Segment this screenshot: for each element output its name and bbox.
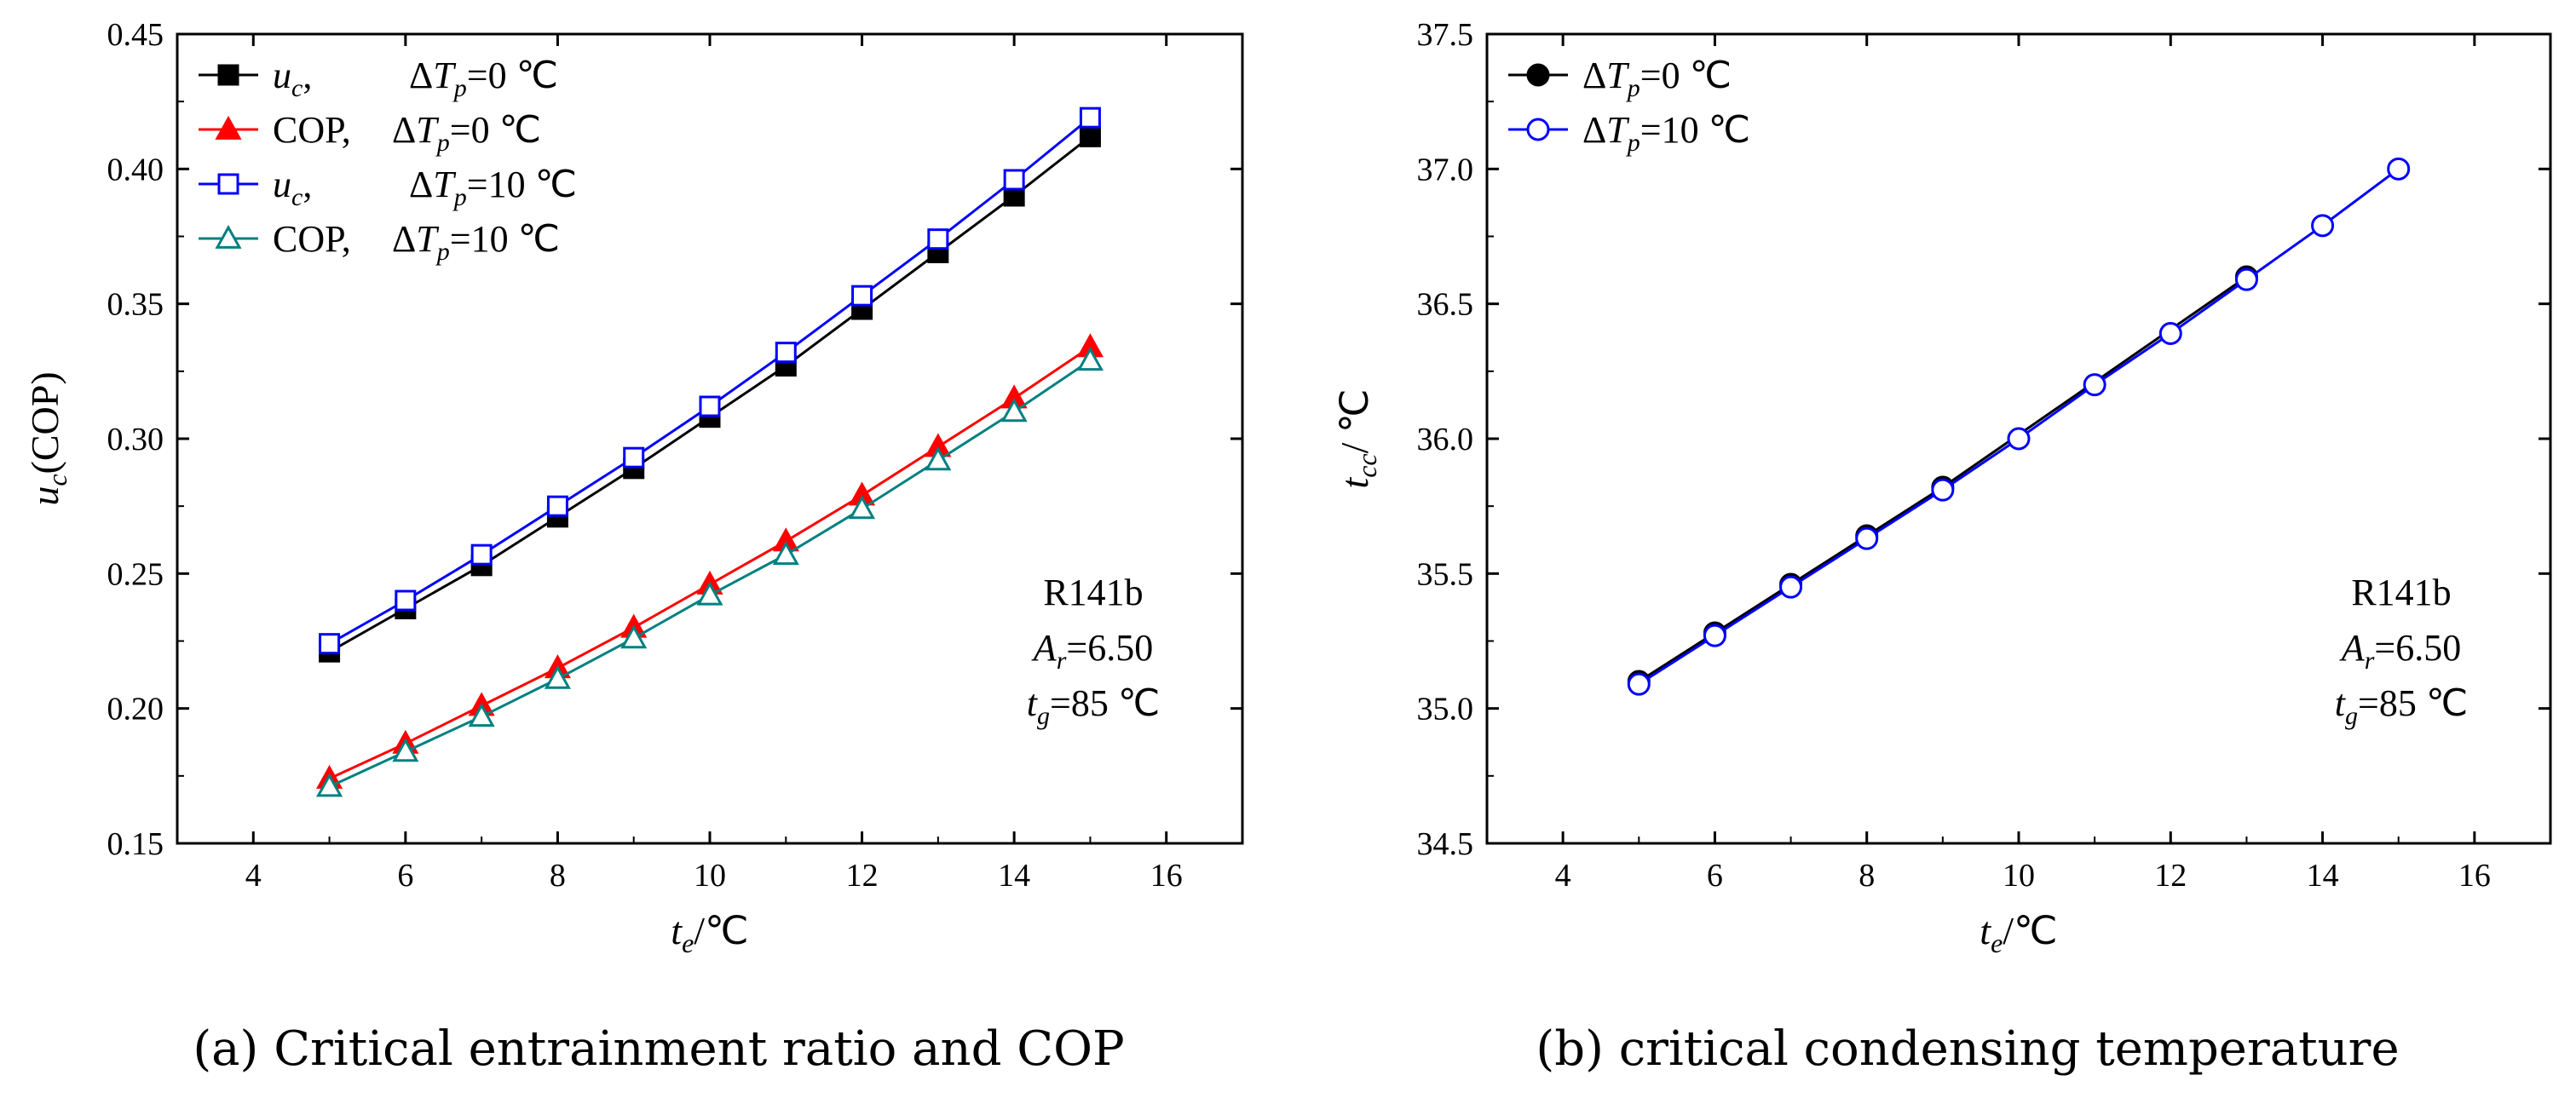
x-tick-label: 12	[846, 858, 879, 894]
data-point-series-3	[392, 738, 419, 762]
x-tick-label: 8	[1859, 858, 1875, 894]
x-tick-label: 4	[1555, 858, 1571, 894]
y-axis-label: uc(COP)	[23, 371, 72, 505]
legend-entry: ΔTp=0 ℃	[1582, 55, 1732, 102]
data-point-series-1	[1779, 575, 1803, 599]
x-axis-label: te/℃	[1980, 909, 2057, 958]
y-tick-label: 36.0	[1417, 422, 1474, 457]
data-point-series-1	[2083, 373, 2106, 397]
chart-panel-b: 4 6 8 10 12 14 16 34.5 35.0 35.5 36.0 36.5 37.0 37.5 t…	[1333, 17, 2552, 1077]
data-point-series-2	[927, 228, 949, 250]
legend-marker	[217, 173, 239, 195]
legend-entry: COP,	[273, 218, 351, 260]
x-tick-label: 8	[550, 858, 566, 894]
data-point-series-2	[395, 589, 417, 612]
y-tick-label: 35.0	[1417, 692, 1474, 727]
y-tick-label: 37.5	[1417, 17, 1474, 53]
annotation-refrigerant: R141b	[1043, 572, 1143, 613]
x-tick-label: 16	[1150, 858, 1183, 894]
x-tick-label: 16	[2458, 858, 2491, 894]
legend-dt: ΔTp=10 ℃	[409, 164, 577, 211]
data-point-series-1	[2158, 322, 2182, 345]
legend-dt: ΔTp=0 ℃	[392, 109, 541, 157]
legend-marker	[1526, 118, 1550, 141]
legend-entry: uc,	[273, 164, 312, 211]
legend-entry: uc,	[273, 55, 312, 102]
annotation-generator-temp: tg=85 ℃	[1027, 682, 1160, 730]
legend-dt: ΔTp=0 ℃	[409, 55, 558, 102]
data-point-series-1	[1627, 672, 1651, 696]
data-point-series-2	[851, 285, 873, 307]
x-tick-label: 4	[245, 858, 262, 894]
annotation-generator-temp: tg=85 ℃	[2335, 682, 2468, 730]
data-point-series-3	[544, 664, 571, 689]
y-tick-label: 36.5	[1417, 287, 1474, 323]
data-point-series-3	[925, 446, 952, 471]
data-point-series-0	[1079, 125, 1101, 147]
data-point-series-2	[319, 633, 341, 655]
legend-entry: COP,	[273, 109, 351, 151]
data-point-series-3	[696, 581, 723, 606]
x-tick-label: 10	[694, 858, 726, 894]
data-point-series-2	[470, 543, 493, 566]
y-axis-label: tcc/ ℃	[1333, 388, 1382, 488]
y-tick-label: 34.5	[1417, 826, 1474, 862]
data-point-series-2	[546, 495, 568, 517]
panel-caption: (a) Critical entrainment ratio and COP	[193, 1021, 1124, 1077]
data-point-series-1	[2234, 267, 2258, 291]
series-line-0	[1638, 275, 2248, 683]
y-tick-label: 0.35	[107, 287, 164, 323]
annotation-refrigerant: R141b	[2351, 572, 2451, 613]
series-line-1	[1638, 168, 2400, 686]
legend-marker	[215, 224, 242, 249]
x-tick-label: 6	[1707, 858, 1723, 894]
data-point-series-2	[699, 395, 721, 417]
data-point-series-1	[1703, 624, 1726, 647]
data-point-series-2	[1003, 169, 1025, 191]
data-point-series-1	[2311, 214, 2335, 238]
data-point-series-1	[1855, 526, 1879, 550]
legend-marker	[217, 64, 239, 86]
y-tick-label: 35.5	[1417, 556, 1474, 592]
data-point-series-3	[620, 624, 648, 649]
annotation-area-ratio: Ar=6.50	[2339, 627, 2461, 675]
x-tick-label: 14	[2307, 858, 2339, 894]
y-tick-label: 0.15	[107, 826, 164, 862]
data-point-series-3	[1000, 398, 1028, 423]
panel-caption: (b) critical condensing temperature	[1536, 1021, 2399, 1077]
data-point-series-1	[2007, 427, 2031, 451]
y-tick-label: 0.30	[107, 422, 164, 457]
x-tick-label: 10	[2003, 858, 2035, 894]
legend-marker	[1526, 63, 1550, 87]
data-point-series-3	[849, 495, 876, 520]
y-tick-label: 0.25	[107, 556, 164, 592]
legend-marker	[215, 115, 242, 140]
chart-panel-a: 4 6 8 10 12 14 16 0.15 0.20 0.25 0.30 0.35 0.40 0.45 t…	[23, 17, 1244, 1077]
data-point-series-3	[1076, 347, 1104, 371]
x-tick-label: 14	[998, 858, 1030, 894]
data-point-series-2	[623, 446, 645, 469]
annotation-area-ratio: Ar=6.50	[1031, 627, 1153, 675]
x-tick-label: 6	[397, 858, 413, 894]
x-tick-label: 12	[2154, 858, 2187, 894]
data-point-series-3	[468, 703, 495, 727]
legend-dt: ΔTp=10 ℃	[392, 218, 560, 266]
data-point-series-2	[1079, 106, 1101, 129]
x-axis-label: te/℃	[671, 909, 748, 958]
data-point-series-1	[1931, 478, 1955, 502]
data-point-series-2	[775, 342, 797, 364]
y-tick-label: 0.45	[107, 17, 164, 53]
data-point-series-1	[2387, 157, 2411, 181]
data-point-series-3	[772, 541, 799, 566]
data-point-series-3	[316, 773, 343, 797]
y-tick-label: 0.20	[107, 692, 164, 727]
y-tick-label: 0.40	[107, 152, 164, 187]
legend-entry: ΔTp=10 ℃	[1582, 109, 1750, 157]
y-tick-label: 37.0	[1417, 152, 1474, 187]
